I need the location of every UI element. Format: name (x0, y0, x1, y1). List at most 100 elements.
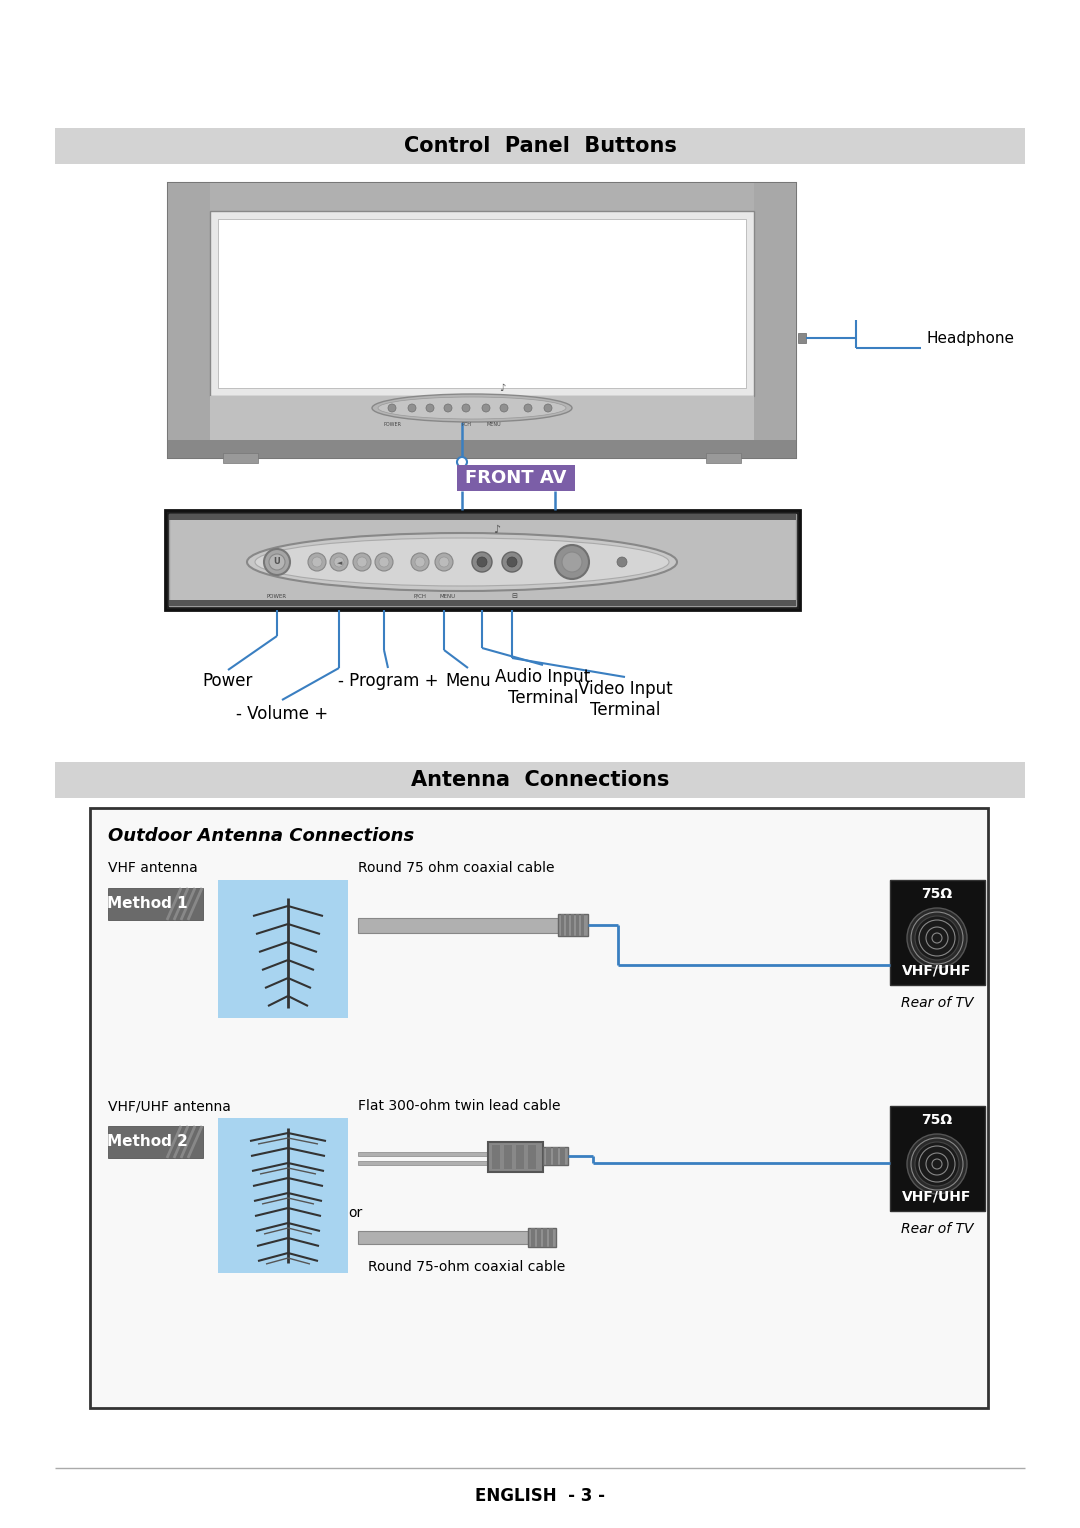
Bar (531, 1229, 535, 1247)
Text: U: U (273, 556, 281, 565)
Bar (566, 914, 569, 937)
Circle shape (379, 558, 389, 567)
Bar (168, 440, 796, 458)
Text: MENU: MENU (487, 422, 501, 426)
Bar (218, 1118, 348, 1273)
Bar (218, 880, 348, 1018)
Text: Round 75-ohm coaxial cable: Round 75-ohm coaxial cable (368, 1261, 565, 1274)
Ellipse shape (247, 533, 677, 591)
Bar (754, 183, 796, 458)
Bar (549, 1229, 553, 1247)
Text: Video Input
Terminal: Video Input Terminal (578, 680, 673, 718)
Bar (168, 513, 796, 607)
Bar (108, 1126, 203, 1158)
Bar (798, 333, 806, 342)
Text: P/CH: P/CH (414, 593, 427, 599)
Circle shape (457, 457, 467, 468)
Bar (561, 914, 564, 937)
Text: Audio Input
Terminal: Audio Input Terminal (496, 668, 591, 707)
Text: Method 2: Method 2 (107, 1134, 188, 1149)
Circle shape (562, 552, 582, 571)
Ellipse shape (378, 397, 566, 419)
Text: Headphone: Headphone (926, 330, 1014, 345)
Circle shape (353, 553, 372, 571)
Circle shape (524, 403, 532, 413)
Circle shape (477, 558, 487, 567)
Text: Rear of TV: Rear of TV (901, 996, 973, 1010)
Bar (543, 1229, 546, 1247)
Circle shape (312, 558, 322, 567)
Text: Control  Panel  Buttons: Control Panel Buttons (404, 136, 676, 156)
Text: MENU: MENU (440, 593, 456, 599)
Ellipse shape (372, 394, 572, 422)
Circle shape (264, 549, 291, 575)
Text: ENGLISH  - 3 -: ENGLISH - 3 - (475, 1487, 605, 1505)
Circle shape (444, 403, 453, 413)
Text: - Program +: - Program + (338, 672, 438, 691)
Bar (581, 914, 584, 937)
Bar (706, 452, 741, 463)
Text: Menu: Menu (445, 672, 490, 691)
Text: Round 75 ohm coaxial cable: Round 75 ohm coaxial cable (357, 860, 554, 876)
Text: ◄: ◄ (337, 559, 342, 565)
Text: Outdoor Antenna Connections: Outdoor Antenna Connections (108, 827, 415, 845)
Bar (55, 762, 1025, 798)
Bar (222, 452, 258, 463)
Text: - Volume +: - Volume + (235, 704, 328, 723)
Bar (537, 1229, 541, 1247)
Text: or: or (348, 1206, 362, 1219)
Circle shape (357, 558, 367, 567)
Text: Flat 300-ohm twin lead cable: Flat 300-ohm twin lead cable (357, 1099, 561, 1112)
Circle shape (438, 558, 449, 567)
Bar (488, 1141, 543, 1172)
Text: Method 1: Method 1 (107, 897, 187, 912)
Circle shape (907, 1134, 967, 1193)
Circle shape (435, 553, 453, 571)
Circle shape (502, 552, 522, 571)
Bar (546, 1148, 551, 1164)
Text: 75Ω: 75Ω (921, 1112, 953, 1128)
Bar (357, 1232, 528, 1244)
Circle shape (388, 403, 396, 413)
Bar (553, 1148, 558, 1164)
Text: Rear of TV: Rear of TV (901, 1222, 973, 1236)
Circle shape (555, 545, 589, 579)
Circle shape (500, 403, 508, 413)
Circle shape (411, 553, 429, 571)
Circle shape (426, 403, 434, 413)
Text: ♪: ♪ (499, 384, 505, 393)
Bar (571, 914, 573, 937)
Bar (504, 1144, 512, 1169)
Circle shape (334, 558, 345, 567)
Bar (218, 219, 746, 388)
Text: VHF antenna: VHF antenna (108, 860, 198, 876)
Bar (168, 183, 210, 458)
Text: FRONT AV: FRONT AV (465, 469, 567, 487)
Bar (357, 918, 558, 934)
Circle shape (308, 553, 326, 571)
Circle shape (375, 553, 393, 571)
Text: VHF/UHF: VHF/UHF (902, 1189, 972, 1203)
Bar (165, 510, 800, 610)
Ellipse shape (255, 538, 669, 587)
Circle shape (915, 1141, 959, 1186)
Text: POWER: POWER (267, 593, 287, 599)
Text: ⊟: ⊟ (511, 593, 517, 599)
Bar (528, 1144, 536, 1169)
Bar (516, 1144, 524, 1169)
Bar (890, 880, 985, 986)
Bar (561, 1148, 565, 1164)
Bar (890, 1106, 985, 1212)
Bar (168, 601, 796, 607)
Circle shape (330, 553, 348, 571)
Circle shape (544, 403, 552, 413)
Bar (108, 888, 203, 920)
Circle shape (507, 558, 517, 567)
Bar (90, 808, 988, 1407)
Circle shape (269, 555, 285, 570)
Bar (168, 183, 796, 458)
Bar (558, 914, 588, 937)
Text: Power: Power (203, 672, 253, 691)
Circle shape (472, 552, 492, 571)
Bar (457, 465, 575, 490)
